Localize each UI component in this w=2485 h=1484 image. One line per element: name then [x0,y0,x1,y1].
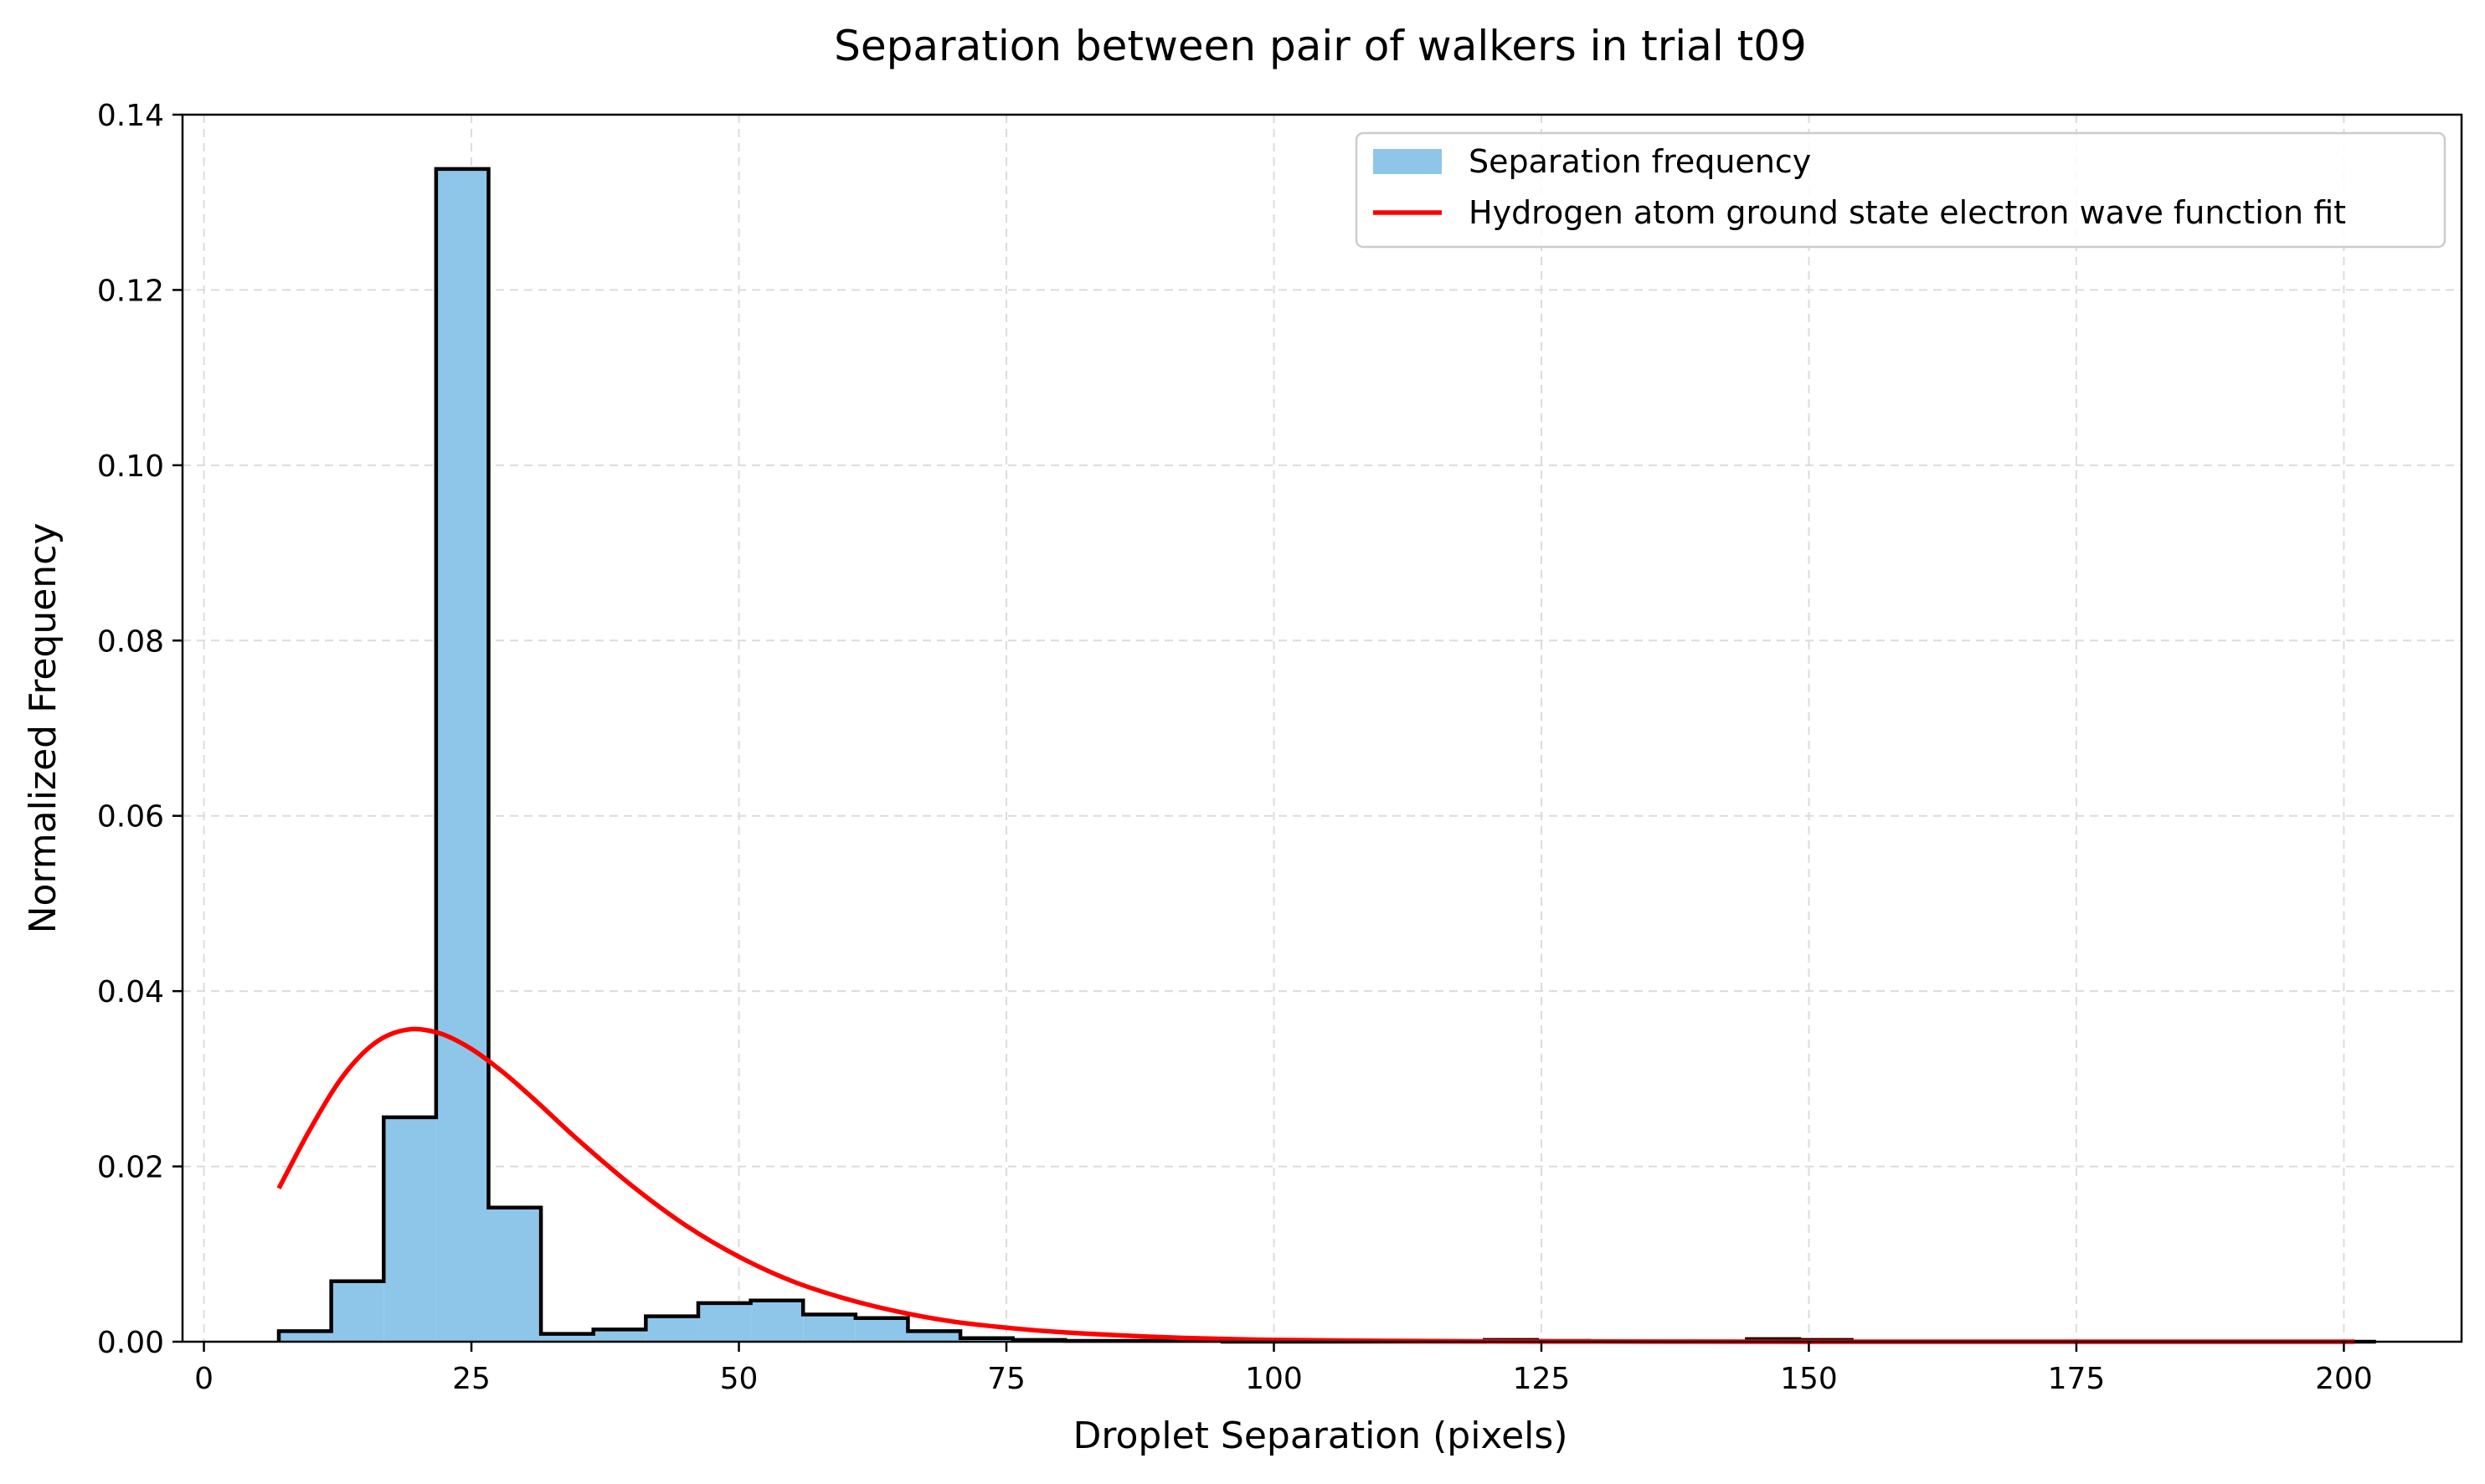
y-tick-label: 0.10 [97,449,164,484]
histogram-bar [908,1331,961,1342]
histogram-bar [855,1317,908,1342]
x-tick-label: 75 [987,1362,1026,1396]
x-tick-label: 125 [1513,1362,1571,1396]
histogram-bar [279,1331,332,1342]
x-tick-label: 0 [194,1362,214,1396]
histogram-bar [803,1314,856,1342]
y-tick-label: 0.06 [97,800,164,834]
legend-swatch-histogram [1373,149,1442,174]
y-tick-label: 0.04 [97,975,164,1009]
histogram-bar [697,1302,751,1342]
x-tick-label: 200 [2315,1362,2373,1396]
axis-ticks: 0 25 50 75 100 125 150 175 200 0.00 0.02 0.04 0.06 0.… [97,99,2373,1396]
histogram-bar [541,1333,594,1342]
y-tick-label: 0.14 [97,99,164,133]
legend: Separation frequency Hydrogen atom groun… [1355,131,2446,249]
x-tick-label: 100 [1245,1362,1303,1396]
y-tick-label: 0.02 [97,1151,164,1185]
plot-frame [181,113,2463,1343]
histogram-bar [435,168,489,1342]
y-tick-label: 0.00 [97,1326,164,1360]
histogram-bar [383,1117,436,1342]
chart-title: Separation between pair of walkers in tr… [834,22,1807,70]
histogram-bars [279,168,1852,1342]
histogram-bar [646,1316,698,1342]
histogram-bar [331,1281,384,1342]
x-tick-label: 175 [2048,1362,2106,1396]
x-axis-label: Droplet Separation (pixels) [1073,1415,1568,1457]
y-axis-label: Normalized Frequency [22,523,64,934]
histogram-bar [593,1329,646,1342]
histogram-bar [488,1207,542,1342]
x-tick-label: 150 [1780,1362,1838,1396]
y-tick-label: 0.08 [97,624,164,659]
histogram-bar [750,1300,804,1342]
x-tick-label: 25 [452,1362,491,1396]
legend-label-fit: Hydrogen atom ground state electron wave… [1469,194,2346,231]
legend-box [1355,131,2446,249]
legend-label-histogram: Separation frequency [1469,143,1811,180]
y-tick-label: 0.12 [97,274,164,308]
x-tick-label: 50 [720,1362,759,1396]
